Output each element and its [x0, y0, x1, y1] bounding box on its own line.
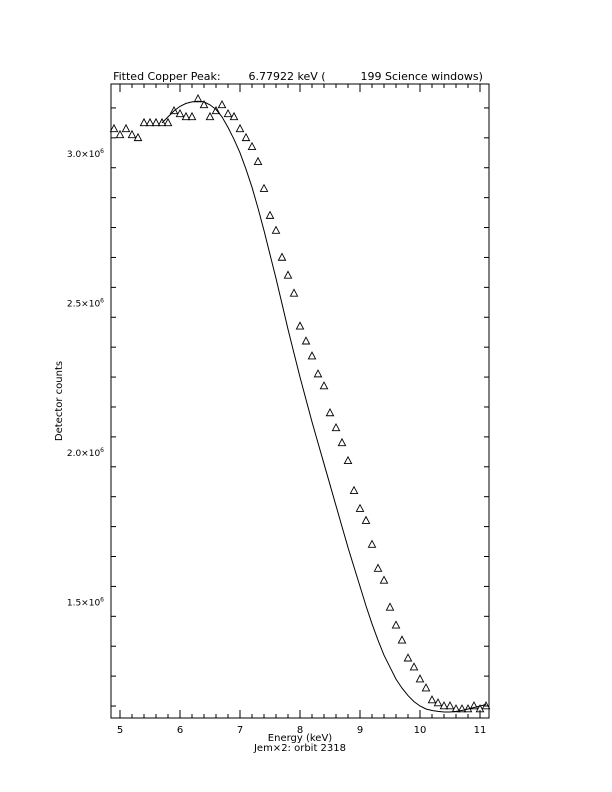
data-point	[439, 701, 449, 710]
data-point	[277, 252, 287, 261]
data-point	[193, 93, 203, 103]
data-point	[475, 704, 485, 713]
data-point	[361, 515, 371, 524]
y-tick-label: 2.0×106	[67, 447, 104, 459]
data-points-series	[109, 93, 491, 713]
data-point	[445, 701, 455, 710]
data-point	[265, 210, 275, 219]
x-tick-label: 5	[117, 725, 123, 736]
data-point	[109, 123, 119, 133]
data-point	[403, 653, 413, 662]
data-point	[325, 408, 335, 417]
x-axis-tick-labels: 5 6 7 8 9 10 11	[117, 725, 487, 736]
data-point	[223, 108, 233, 118]
y-axis-label: Detector counts	[54, 361, 65, 441]
x-axis-label: Energy (keV)	[268, 733, 333, 744]
x-tick-label: 9	[357, 725, 363, 736]
data-point	[469, 701, 479, 710]
x-axis-sublabel: Jem×2: orbit 2318	[253, 743, 346, 754]
data-point	[211, 105, 221, 115]
x-tick-label: 8	[297, 725, 303, 736]
x-tick-label: 11	[474, 725, 487, 736]
data-point	[199, 99, 209, 109]
data-point	[121, 123, 131, 133]
plot-frame	[110, 83, 490, 719]
data-point	[379, 575, 389, 584]
data-point	[169, 105, 179, 115]
data-point	[139, 117, 149, 127]
chart-title: Fitted Copper Peak: 6.77922 keV ( 199 Sc…	[113, 70, 483, 83]
data-point	[175, 108, 185, 118]
data-point	[289, 288, 299, 297]
data-point	[133, 132, 143, 142]
fit-curve-line	[161, 100, 487, 713]
data-point	[457, 704, 467, 713]
data-point	[355, 503, 365, 512]
data-point	[115, 129, 125, 139]
x-tick-label: 6	[177, 725, 183, 736]
data-point	[295, 321, 305, 330]
data-point	[373, 563, 383, 572]
data-point	[253, 156, 263, 166]
fit-curve-series	[161, 100, 487, 713]
data-point	[391, 620, 401, 629]
data-point	[409, 662, 419, 671]
data-point	[343, 455, 353, 465]
data-point	[367, 539, 377, 548]
data-point	[337, 437, 347, 447]
x-axis-ticks	[119, 84, 481, 718]
data-point	[283, 270, 293, 279]
data-point	[421, 683, 431, 692]
x-tick-label: 10	[414, 725, 427, 736]
data-point	[271, 225, 281, 234]
data-point	[229, 111, 239, 121]
data-point	[349, 485, 359, 494]
y-axis-tick-labels: 1.5×106 2.0×106 2.5×106 3.0×106	[67, 148, 104, 609]
data-point	[427, 695, 437, 704]
data-point	[313, 369, 323, 378]
y-axis-ticks	[111, 107, 489, 707]
data-point	[451, 704, 461, 713]
data-point	[463, 704, 473, 713]
data-point	[259, 183, 269, 192]
data-point	[145, 117, 155, 127]
data-point	[241, 132, 251, 142]
data-point	[307, 351, 317, 360]
y-tick-label: 1.5×106	[67, 596, 104, 608]
x-tick-label: 7	[237, 725, 243, 736]
data-point	[127, 129, 137, 139]
data-point	[385, 602, 395, 611]
data-point	[247, 141, 257, 151]
y-tick-label: 3.0×106	[67, 148, 104, 160]
data-point	[205, 111, 215, 121]
data-point	[319, 381, 329, 390]
data-point	[331, 422, 341, 432]
data-point	[157, 117, 167, 127]
data-point	[217, 99, 227, 109]
data-point	[433, 698, 443, 707]
data-point	[181, 111, 191, 121]
data-point	[163, 117, 173, 127]
data-point	[301, 336, 311, 345]
data-point	[151, 117, 161, 127]
data-point	[187, 111, 197, 121]
y-tick-label: 2.5×106	[67, 297, 104, 309]
data-point	[235, 123, 245, 133]
data-point	[397, 635, 407, 644]
data-point	[481, 701, 491, 710]
data-point	[415, 674, 425, 683]
